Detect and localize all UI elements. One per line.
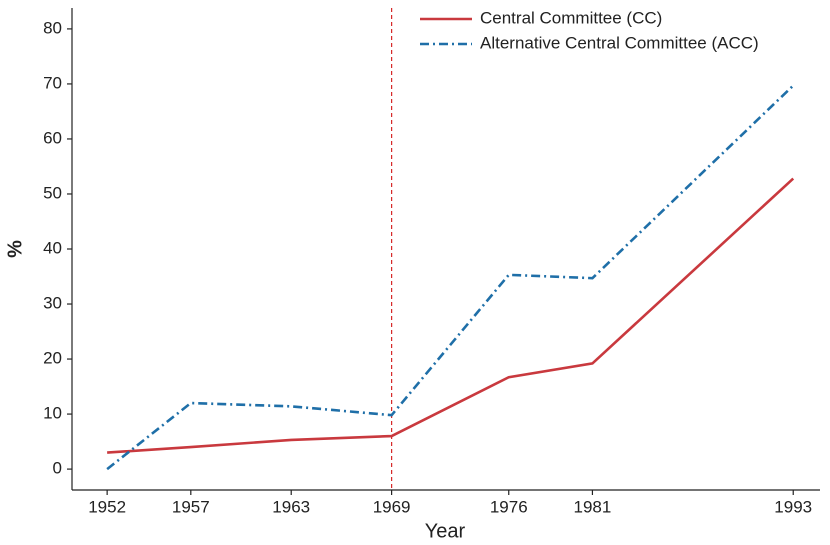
y-tick-label: 80: [43, 18, 62, 37]
legend-label: Central Committee (CC): [480, 8, 662, 27]
x-tick-label: 1976: [490, 497, 528, 516]
y-tick-label: 40: [43, 238, 62, 257]
y-tick-label: 60: [43, 128, 62, 147]
series-line: [106, 84, 795, 471]
y-tick-label: 10: [43, 404, 62, 423]
x-tick-label: 1957: [172, 497, 210, 516]
x-tick-label: 1952: [88, 497, 126, 516]
y-tick-label: 30: [43, 294, 62, 313]
x-tick-label: 1969: [373, 497, 411, 516]
legend-label: Alternative Central Committee (ACC): [480, 33, 759, 52]
x-tick-label: 1981: [574, 497, 612, 516]
series-line: [107, 177, 795, 454]
y-tick-label: 20: [43, 349, 62, 368]
y-tick-label: 70: [43, 73, 62, 92]
x-tick-label: 1993: [774, 497, 812, 516]
y-axis-label: %: [4, 240, 26, 258]
y-tick-label: 50: [43, 183, 62, 202]
x-tick-label: 1963: [272, 497, 310, 516]
x-axis-label: Year: [425, 520, 466, 542]
y-tick-label: 0: [53, 459, 62, 478]
